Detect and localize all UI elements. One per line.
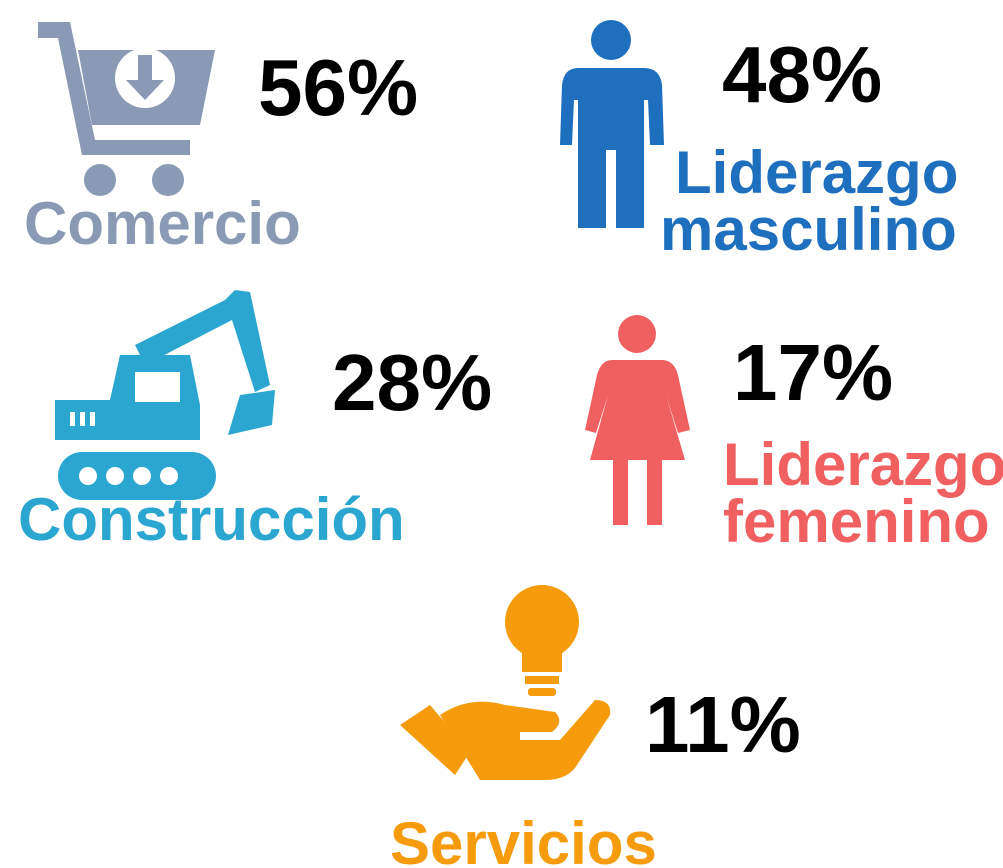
excavator-icon: [55, 290, 275, 500]
label: Comercio: [24, 190, 301, 257]
value: 48%: [722, 30, 882, 119]
man-icon: [560, 20, 664, 228]
label: masculino: [660, 196, 957, 263]
label: Construcción: [18, 486, 405, 553]
label: Liderazgo: [723, 431, 1003, 498]
label: Servicios: [390, 810, 657, 868]
value: 28%: [332, 338, 492, 427]
woman-icon: [585, 315, 690, 525]
value: 11%: [645, 680, 801, 769]
services-icon: [400, 585, 611, 780]
value: 17%: [733, 328, 893, 417]
label: Liderazgo: [675, 139, 958, 206]
cart-icon: [38, 22, 215, 196]
value: 56%: [258, 43, 418, 132]
label: femenino: [723, 488, 990, 555]
